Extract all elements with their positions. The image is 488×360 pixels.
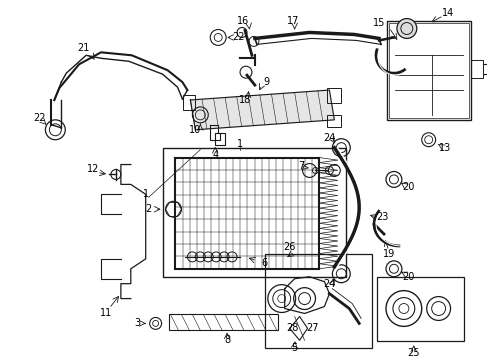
Text: 23: 23 <box>375 212 387 222</box>
Text: 20: 20 <box>402 183 414 192</box>
Text: 9: 9 <box>263 77 269 87</box>
Text: 19: 19 <box>382 249 394 259</box>
Text: 28: 28 <box>286 323 298 333</box>
Text: 22: 22 <box>231 32 244 42</box>
Bar <box>168 315 277 330</box>
Bar <box>470 60 482 78</box>
Bar <box>183 95 195 110</box>
Text: 1: 1 <box>142 189 148 199</box>
Bar <box>327 88 341 103</box>
Text: 25: 25 <box>407 348 419 358</box>
Text: 21: 21 <box>77 43 89 53</box>
Text: 18: 18 <box>238 95 251 105</box>
Bar <box>376 277 464 341</box>
Text: 17: 17 <box>286 15 298 26</box>
Bar <box>264 254 371 348</box>
Polygon shape <box>190 90 334 130</box>
Text: 5: 5 <box>291 343 297 353</box>
Text: 4: 4 <box>212 150 218 159</box>
Text: 24: 24 <box>323 279 335 289</box>
Text: 10: 10 <box>189 125 201 135</box>
Text: 6: 6 <box>261 258 267 268</box>
Text: 14: 14 <box>442 8 454 18</box>
Text: 20: 20 <box>402 272 414 282</box>
Text: 11: 11 <box>100 309 112 319</box>
Text: 16: 16 <box>236 15 248 26</box>
Bar <box>388 23 468 118</box>
Text: 22: 22 <box>33 113 45 123</box>
Text: 8: 8 <box>224 335 230 345</box>
Text: 1: 1 <box>237 139 243 149</box>
Text: 13: 13 <box>439 143 451 153</box>
Bar <box>327 115 341 127</box>
Text: 7: 7 <box>298 161 304 171</box>
Text: 12: 12 <box>87 165 99 175</box>
Circle shape <box>396 19 416 39</box>
Text: 27: 27 <box>305 323 318 333</box>
Text: 26: 26 <box>283 242 295 252</box>
Text: 15: 15 <box>372 18 385 27</box>
Bar <box>386 21 470 120</box>
Bar <box>162 148 346 277</box>
Text: 3: 3 <box>134 318 141 328</box>
Text: 24: 24 <box>323 133 335 143</box>
Text: 2: 2 <box>145 204 151 214</box>
